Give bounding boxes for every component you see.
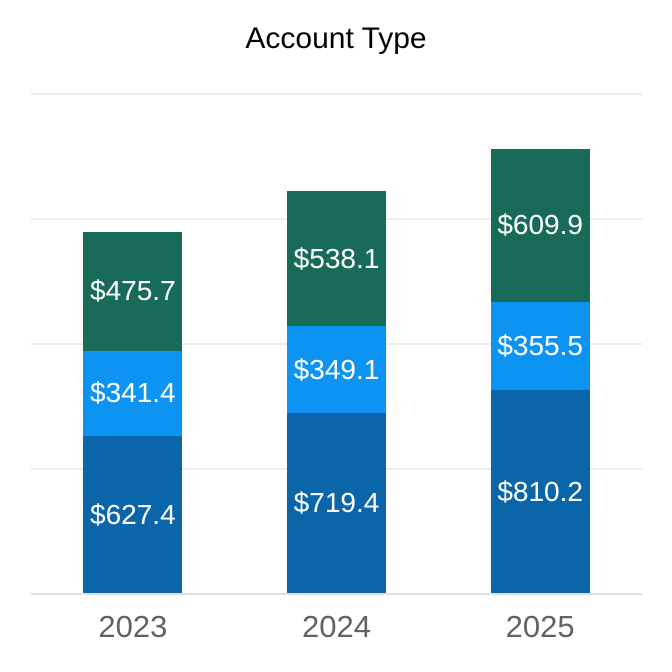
bar-value-label: $810.2 [497, 475, 583, 507]
gridline [31, 93, 642, 95]
bar-value-label: $475.7 [90, 275, 176, 307]
bar-value-label: $609.9 [497, 209, 583, 241]
bar-segment-middle-segment-2023: $341.4 [83, 350, 183, 437]
bar-value-label: $719.4 [293, 487, 380, 519]
bar-value-label: $538.1 [293, 242, 380, 274]
bar-segment-top-segment-2025: $609.9 [490, 149, 590, 302]
x-axis-label-2024: 2024 [302, 609, 371, 644]
bar-segment-top-segment-2024: $538.1 [287, 191, 386, 326]
bar-segment-bottom-segment-2023: $627.4 [83, 436, 183, 593]
bar-value-label: $355.5 [497, 330, 583, 361]
x-axis-label-2025: 2025 [505, 609, 575, 644]
bar-value-label: $627.4 [90, 498, 176, 530]
bar-segment-middle-segment-2025: $355.5 [490, 301, 590, 391]
bar-segment-middle-segment-2024: $349.1 [287, 325, 386, 414]
bar-value-label: $341.4 [90, 377, 176, 409]
chart-title: Account Type [245, 22, 427, 55]
x-axis-label-2023: 2023 [98, 609, 168, 644]
bar-segment-bottom-segment-2025: $810.2 [490, 390, 590, 593]
bar-segment-top-segment-2023: $475.7 [83, 231, 183, 351]
bar-segment-bottom-segment-2024: $719.4 [287, 413, 386, 593]
x-axis-line [31, 593, 642, 595]
bar-value-label: $349.1 [293, 353, 380, 385]
